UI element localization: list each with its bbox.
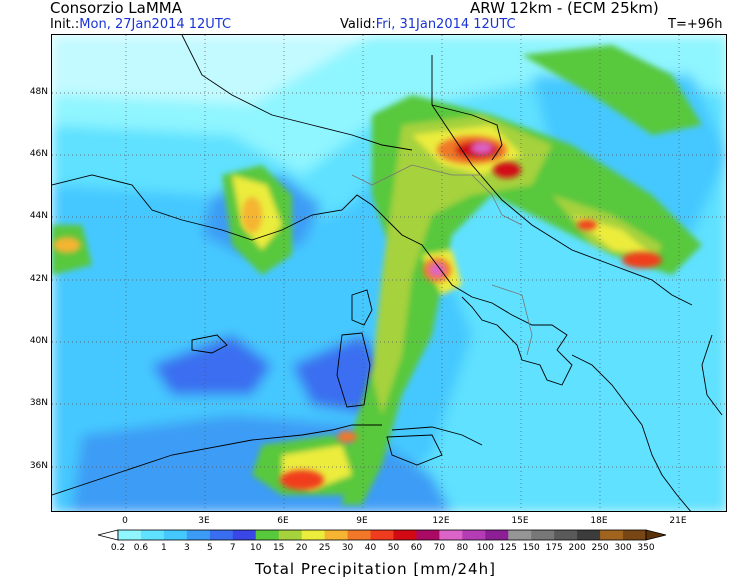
valid-time: Valid:Fri, 31Jan2014 12UTC	[340, 18, 516, 32]
colorbar-swatch	[554, 530, 578, 540]
lat-label-46n: 46N	[29, 149, 48, 159]
precipitation-map	[51, 34, 727, 512]
colorbar-tick-label: 3	[183, 543, 190, 553]
map-canvas	[52, 35, 726, 511]
lon-label-12e: 12E	[432, 516, 450, 526]
borders	[351, 164, 533, 356]
colorbar-swatch	[577, 530, 601, 540]
producer-title: Consorzio LaMMA	[50, 0, 182, 17]
lat-label-38n: 38N	[29, 398, 48, 408]
lat-label-48n: 48N	[29, 87, 48, 97]
colorbar-tick-label: 100	[476, 543, 494, 553]
colorbar-tick-label: 0.6	[133, 543, 149, 553]
colorbar-tick-label: 250	[591, 543, 609, 553]
lon-label-0: 0	[122, 516, 128, 526]
colorbar-tick-label: 60	[410, 543, 423, 553]
colorbar-tick-label: 175	[545, 543, 563, 553]
colorbar-swatch	[485, 530, 509, 540]
colorbar-title: Total Precipitation [mm/24h]	[255, 560, 496, 578]
colorbar-tick-label: 80	[456, 543, 469, 553]
lat-label-40n: 40N	[29, 336, 48, 346]
colorbar-tick-label: 20	[295, 543, 308, 553]
colorbar-swatch	[209, 530, 234, 540]
colorbar-tick-label: 70	[433, 543, 446, 553]
colorbar-left-arrow	[97, 529, 119, 541]
islands	[191, 289, 443, 466]
colorbar-tick-label: 125	[499, 543, 517, 553]
model-title: ARW 12km - (ECM 25km)	[470, 0, 659, 17]
colorbar-tick-label: 350	[637, 543, 655, 553]
graticule	[52, 35, 726, 511]
lon-label-18e: 18E	[590, 516, 608, 526]
colorbar-swatch	[163, 530, 188, 540]
colorbar-tick-label: 25	[318, 543, 331, 553]
colorbar-swatch	[232, 530, 257, 540]
colorbar-swatch	[186, 530, 211, 540]
colorbar-swatch	[140, 530, 165, 540]
colorbar-swatch	[301, 530, 326, 540]
colorbar-swatch	[393, 530, 417, 540]
colorbar-swatch	[370, 530, 394, 540]
lon-label-6e: 6E	[277, 516, 289, 526]
colorbar-tick-label: 5	[206, 543, 213, 553]
coastlines	[52, 35, 723, 511]
colorbar-swatch	[600, 530, 624, 540]
corsica-outline	[351, 289, 373, 326]
lead-time: T=+96h	[668, 17, 723, 32]
colorbar-swatch	[508, 530, 532, 540]
colorbar-swatch	[531, 530, 555, 540]
colorbar-swatch	[255, 530, 280, 540]
colorbar-right-arrow	[645, 529, 667, 541]
colorbar-tick-label: 10	[250, 543, 262, 553]
colorbar-tick-label: 7	[229, 543, 236, 553]
colorbar-swatch	[278, 530, 303, 540]
colorbar-tick-label: 40	[364, 543, 377, 553]
balearic-outline	[191, 334, 228, 354]
colorbar-swatch	[439, 530, 463, 540]
lat-label-36n: 36N	[29, 461, 48, 471]
colorbar-swatch	[623, 530, 647, 540]
colorbar-swatch	[462, 530, 486, 540]
sardinia-outline	[336, 332, 371, 408]
init-time: Init.:Mon, 27Jan2014 12UTC	[50, 18, 231, 32]
precip-field-heavy	[53, 136, 662, 490]
colorbar-tick-label: 150	[522, 543, 540, 553]
lon-label-3e: 3E	[198, 516, 210, 526]
colorbar-tick-label: 1	[161, 543, 167, 553]
colorbar-swatch	[347, 530, 372, 540]
sicily-outline	[386, 434, 443, 466]
colorbar-swatch	[324, 530, 349, 540]
colorbar-swatch	[118, 530, 142, 540]
colorbar-tick-label: 50	[387, 543, 400, 553]
colorbar-tick-label: 30	[341, 543, 354, 553]
colorbar-tick-label: 200	[568, 543, 586, 553]
colorbar-tick-label: 0.2	[110, 543, 126, 553]
valid-value: Fri, 31Jan2014 12UTC	[375, 17, 516, 32]
lon-label-15e: 15E	[511, 516, 529, 526]
valid-label: Valid:	[340, 17, 376, 32]
lon-label-9e: 9E	[356, 516, 368, 526]
colorbar-tick-label: 300	[614, 543, 632, 553]
lon-label-21e: 21E	[669, 516, 687, 526]
colorbar-swatch	[416, 530, 440, 540]
colorbar-outline	[117, 529, 647, 541]
lat-label-42n: 42N	[29, 274, 48, 284]
init-label: Init.:	[50, 17, 80, 32]
init-value: Mon, 27Jan2014 12UTC	[79, 17, 232, 32]
colorbar-tick-label: 15	[272, 543, 285, 553]
lat-label-44n: 44N	[29, 211, 48, 221]
